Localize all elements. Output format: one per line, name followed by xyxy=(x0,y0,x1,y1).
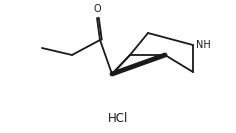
Text: O: O xyxy=(93,4,101,14)
Text: NH: NH xyxy=(196,40,211,50)
Text: HCl: HCl xyxy=(108,111,128,124)
